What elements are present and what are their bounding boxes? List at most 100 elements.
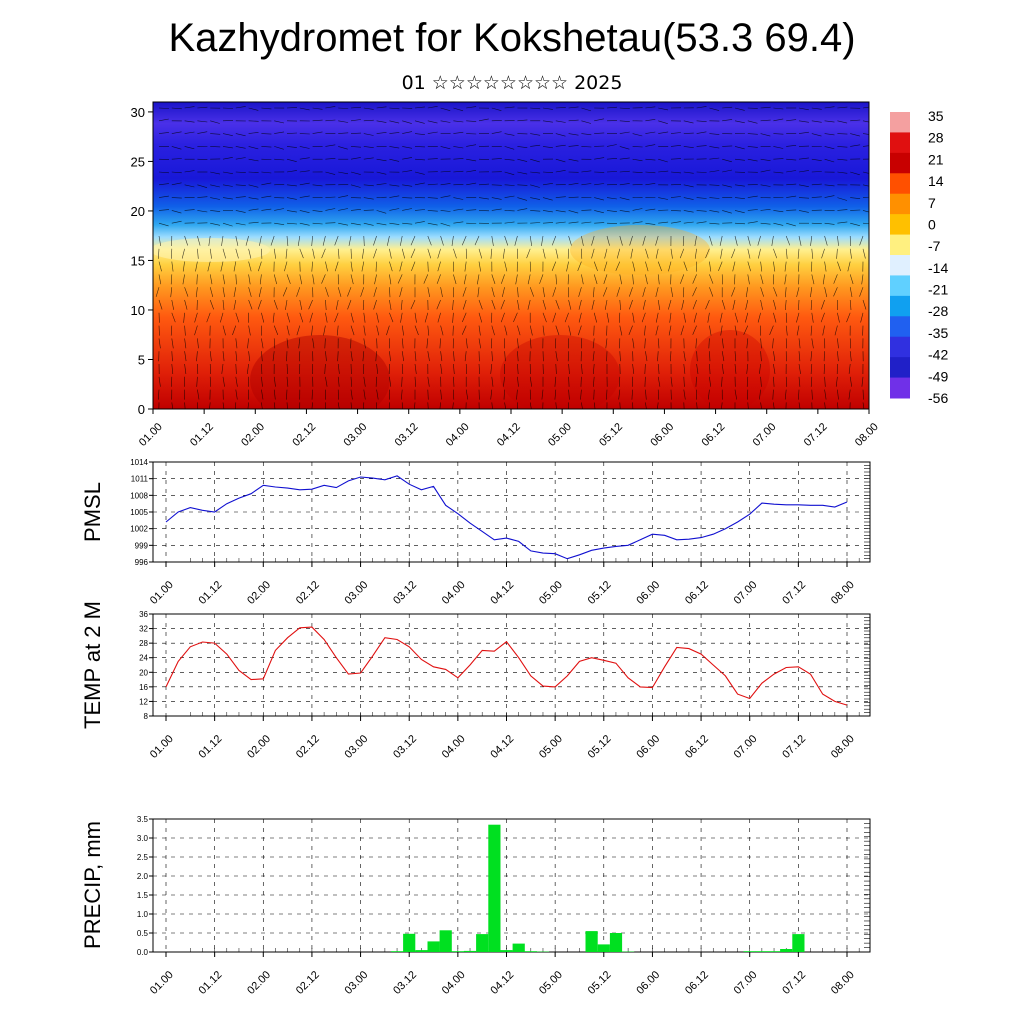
wind-barb (683, 351, 686, 362)
wind-barb (594, 210, 604, 214)
wind-barb (837, 261, 841, 272)
wind-barb (440, 363, 443, 374)
wind-barb (517, 363, 519, 375)
y-tick-label: 1.0 (137, 910, 149, 919)
wind-barb (785, 248, 788, 259)
wind-barb (658, 158, 668, 163)
wind-barb (350, 184, 361, 188)
wind-barb (402, 157, 413, 160)
wind-barb (564, 312, 569, 323)
wind-barb (286, 170, 297, 173)
wind-barb (373, 248, 377, 259)
wind-barb (210, 197, 221, 200)
wind-barb (222, 402, 225, 409)
wind-barb (773, 222, 784, 226)
wind-barb (401, 363, 404, 375)
colorbar-swatch (890, 255, 910, 276)
wind-barb (786, 209, 797, 211)
wind-barb (248, 274, 251, 285)
wind-barb (731, 287, 736, 297)
wind-barb (248, 287, 252, 297)
wind-barb (478, 197, 489, 200)
wind-barb (862, 299, 867, 310)
wind-barb (734, 235, 738, 246)
wind-barb (397, 274, 403, 284)
wind-barb (273, 248, 276, 259)
wind-barb (414, 158, 426, 161)
wind-barb (158, 389, 160, 400)
temp-panel: 36 32 28 24 20 16 12 8 01.00 01.12 02.00 02.12 03.00… (80, 601, 871, 761)
wind-barb (350, 274, 354, 285)
wind-barb (773, 158, 784, 160)
y-tick-label: 12 (139, 697, 148, 706)
wind-barb (474, 235, 480, 246)
wind-barb (721, 363, 724, 374)
x-tick-label: 06.12 (683, 969, 711, 997)
wind-barb (325, 208, 336, 211)
precip-bar (768, 951, 781, 952)
wind-barb (321, 248, 326, 259)
wind-barb (758, 248, 761, 259)
wind-barb (184, 170, 195, 173)
wind-barb (324, 338, 326, 349)
wind-barb (696, 197, 707, 199)
wind-barb (680, 274, 685, 284)
wind-barb (603, 287, 608, 297)
wind-barb (221, 235, 224, 246)
wind-barb (786, 158, 797, 161)
wind-barb (837, 312, 840, 323)
wind-barb (747, 248, 751, 259)
wind-barb (273, 338, 276, 349)
y-tick-label: 32 (139, 625, 148, 634)
wind-barb (363, 338, 366, 349)
wind-barb (645, 131, 656, 134)
wind-barb (657, 376, 661, 387)
wind-barb (708, 389, 710, 400)
wind-barb (810, 376, 813, 387)
wind-barb (504, 351, 506, 362)
wind-barb (542, 107, 553, 110)
wind-barb (453, 158, 464, 160)
wind-barb (581, 133, 592, 136)
wind-barb (645, 119, 656, 122)
wind-barb (542, 222, 554, 224)
wind-barb (376, 120, 387, 123)
wind-barb (757, 312, 761, 323)
precip-bar (780, 949, 793, 952)
wind-barb (298, 338, 301, 349)
wind-barb (273, 325, 279, 336)
wind-barb (272, 351, 275, 362)
wind-barb (504, 221, 515, 224)
wind-barb (555, 351, 558, 362)
wind-barb (705, 299, 710, 310)
wind-barb (709, 133, 720, 135)
wind-barb (337, 248, 340, 259)
wind-barb (517, 184, 528, 186)
wind-barb (810, 325, 813, 336)
wind-barb (311, 235, 313, 247)
wind-barb (580, 389, 582, 400)
x-tick-label: 05.12 (586, 579, 614, 607)
wind-barb (184, 106, 195, 109)
wind-barb (555, 133, 566, 137)
wind-barb (530, 158, 540, 163)
wind-barb (797, 248, 800, 259)
wind-barb (402, 184, 413, 187)
wind-barb (581, 402, 583, 409)
y-tick-label: 10 (131, 303, 145, 318)
y-tick-label: 3.5 (137, 815, 149, 824)
wind-barb (311, 389, 313, 400)
wind-barb (719, 235, 723, 246)
wind-barb (680, 325, 685, 336)
wind-barb (581, 209, 592, 211)
wind-barb (184, 351, 187, 362)
wind-barb (552, 312, 557, 323)
x-tick-label: 01.12 (197, 969, 225, 997)
wind-barb (350, 376, 352, 387)
wind-barb (551, 261, 557, 272)
x-tick-label: 06.00 (634, 733, 662, 761)
wind-barb (440, 351, 443, 362)
wind-barb (785, 338, 787, 349)
wind-barb (311, 402, 313, 409)
wind-barb (171, 220, 182, 224)
